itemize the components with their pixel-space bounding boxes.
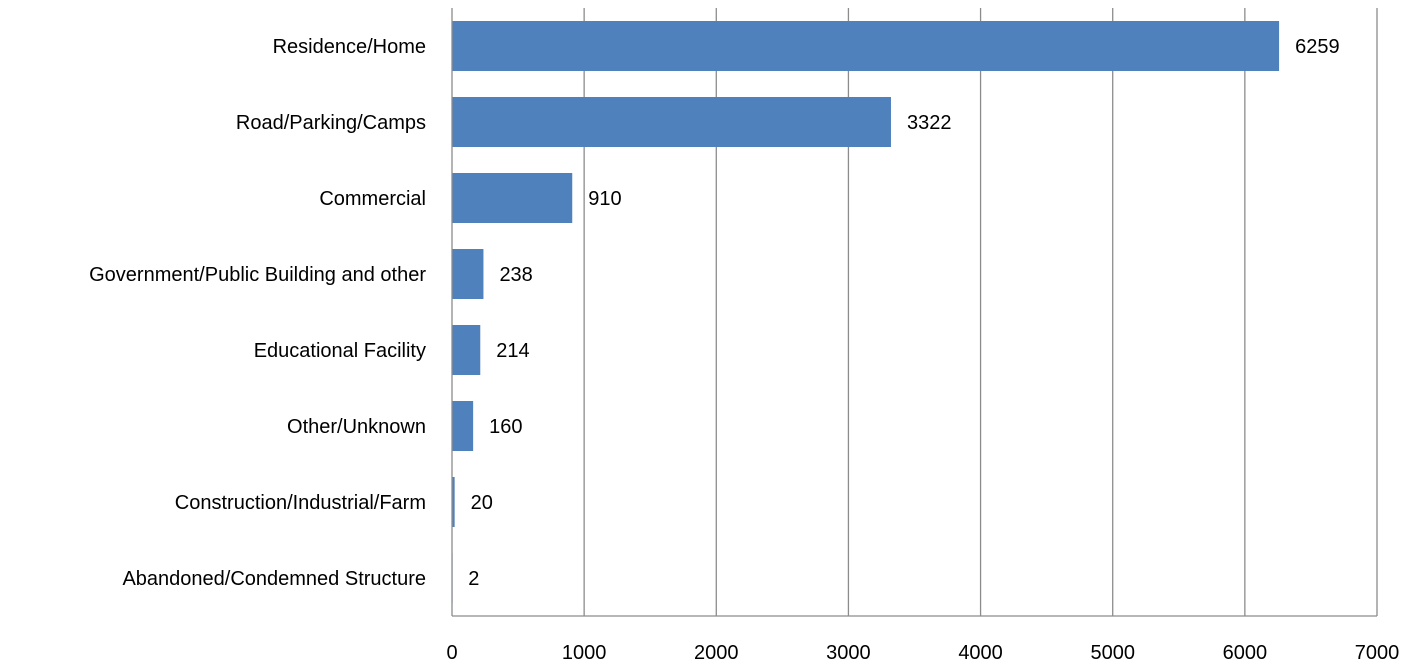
- bar: [452, 401, 473, 451]
- data-label: 2: [468, 568, 479, 590]
- data-label: 20: [471, 492, 493, 514]
- x-tick-label: 4000: [958, 642, 1003, 664]
- category-label: Residence/Home: [273, 36, 426, 58]
- bar: [452, 21, 1279, 71]
- x-tick-label: 3000: [826, 642, 871, 664]
- x-tick-label: 5000: [1090, 642, 1135, 664]
- data-label: 160: [489, 416, 522, 438]
- data-label: 214: [496, 340, 529, 362]
- category-label: Commercial: [319, 188, 426, 210]
- data-label: 6259: [1295, 36, 1340, 58]
- category-label: Abandoned/Condemned Structure: [122, 568, 426, 590]
- x-tick-label: 7000: [1355, 642, 1400, 664]
- x-tick-label: 2000: [694, 642, 739, 664]
- bar: [452, 325, 480, 375]
- category-label: Educational Facility: [254, 340, 426, 362]
- bar: [452, 173, 572, 223]
- bars: [452, 21, 1279, 603]
- category-label: Government/Public Building and other: [89, 264, 426, 286]
- bar: [452, 97, 891, 147]
- data-label: 238: [499, 264, 532, 286]
- category-label: Road/Parking/Camps: [236, 112, 426, 134]
- data-label: 3322: [907, 112, 952, 134]
- data-label: 910: [588, 188, 621, 210]
- x-tick-label: 0: [446, 642, 457, 664]
- category-label: Other/Unknown: [287, 416, 426, 438]
- bar: [452, 249, 483, 299]
- category-label: Construction/Industrial/Farm: [175, 492, 426, 514]
- x-tick-label: 6000: [1223, 642, 1268, 664]
- x-tick-label: 1000: [562, 642, 607, 664]
